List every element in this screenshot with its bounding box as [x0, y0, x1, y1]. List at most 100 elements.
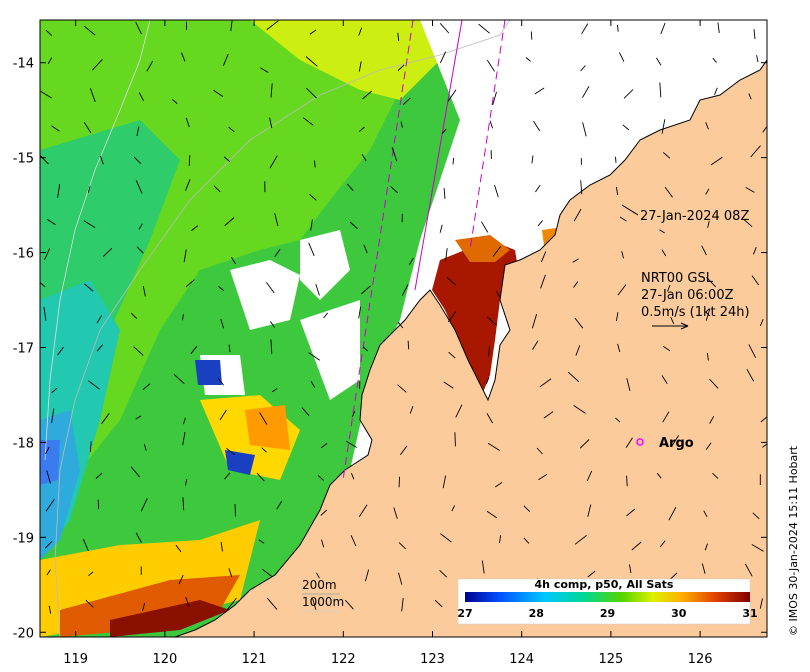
- current-vector: [135, 415, 142, 420]
- current-vector: [223, 156, 231, 162]
- latitude-axis: -14 -15 -16 -17 -18 -19 -20: [13, 57, 767, 641]
- current-vector: [266, 597, 278, 610]
- current-vector: [360, 285, 371, 295]
- current-vector: [617, 343, 621, 353]
- current-vector: [262, 568, 273, 577]
- current-vector: [45, 499, 55, 512]
- current-vector: [85, 599, 94, 608]
- current-vector: [308, 242, 315, 257]
- current-vector: [140, 498, 148, 512]
- current-vector: [57, 183, 61, 199]
- current-vector: [315, 283, 320, 296]
- current-vector: [44, 540, 53, 549]
- current-vectors: [40, 20, 767, 617]
- current-vector: [706, 352, 709, 361]
- current-vector: [183, 249, 187, 263]
- current-vector: [762, 125, 767, 133]
- colorbar-gradient: [465, 592, 750, 602]
- current-vector: [705, 308, 711, 321]
- current-vector: [492, 246, 502, 257]
- current-vector: [266, 20, 279, 30]
- current-vector: [409, 406, 414, 414]
- contour-1000-label: 1000m: [302, 595, 344, 609]
- current-vector: [218, 286, 225, 292]
- current-vector: [261, 447, 267, 453]
- current-time-label: 27-Jan 06:00Z: [641, 288, 734, 303]
- colorbar-tick-label: 31: [742, 607, 757, 620]
- lon-tick-label: 124: [509, 652, 534, 667]
- current-vector: [439, 51, 447, 64]
- current-vector: [580, 65, 586, 72]
- current-vector: [447, 89, 457, 102]
- current-vector: [712, 57, 717, 63]
- current-vector: [485, 377, 490, 385]
- current-vector: [530, 31, 533, 40]
- current-vector: [575, 345, 581, 356]
- current-vector: [579, 439, 590, 449]
- current-vector: [359, 126, 365, 132]
- current-vector: [185, 117, 190, 128]
- current-vector: [631, 541, 642, 551]
- current-vector: [762, 443, 767, 448]
- current-vector: [222, 53, 229, 66]
- current-vector: [442, 475, 447, 489]
- current-vector: [492, 91, 497, 106]
- current-vector: [135, 180, 143, 194]
- current-vector: [478, 23, 490, 34]
- current-vector: [487, 316, 497, 326]
- current-vector: [434, 599, 443, 608]
- current-vector: [312, 598, 317, 610]
- current-vector: [531, 155, 534, 164]
- current-vector: [535, 184, 541, 193]
- current-vector: [309, 29, 317, 35]
- current-vector: [615, 312, 619, 322]
- current-vector: [228, 344, 231, 353]
- current-vector: [397, 32, 400, 41]
- current-vector: [89, 88, 96, 103]
- current-vector: [499, 535, 502, 543]
- current-vector: [51, 408, 55, 423]
- current-vector: [350, 535, 357, 547]
- current-vector: [47, 57, 53, 65]
- current-vector: [84, 25, 96, 36]
- current-vector: [220, 318, 225, 329]
- current-vector: [751, 544, 764, 552]
- current-vector: [46, 218, 56, 226]
- lat-tick-label: -15: [13, 152, 34, 167]
- current-vector: [660, 540, 666, 548]
- lat-tick-label: -19: [13, 531, 34, 546]
- lon-tick-label: 119: [63, 652, 88, 667]
- current-vector: [220, 541, 223, 552]
- current-vector: [573, 208, 582, 222]
- current-vector: [310, 219, 313, 231]
- current-vector: [130, 466, 141, 478]
- current-vector: [452, 157, 455, 165]
- current-vector: [629, 564, 632, 574]
- argo-label: Argo: [659, 436, 694, 451]
- lon-tick-label: 123: [420, 652, 445, 667]
- current-vector: [320, 509, 328, 516]
- current-vector: [40, 91, 52, 99]
- current-vector: [671, 435, 680, 447]
- current-vector: [226, 597, 237, 611]
- colorbar: 4h comp, p50, All Sats 27 28 29 30 31: [457, 578, 758, 625]
- current-vector: [269, 155, 278, 169]
- current-vector: [447, 311, 457, 323]
- current-vector: [320, 443, 328, 449]
- current-model-label: NRT00 GSL: [641, 271, 714, 286]
- current-vector: [661, 249, 667, 257]
- current-vector: [45, 29, 53, 37]
- current-vector: [95, 472, 103, 479]
- current-vector: [51, 387, 58, 394]
- current-vector: [182, 417, 186, 425]
- current-vector: [451, 505, 456, 512]
- current-vector: [622, 124, 630, 131]
- current-vector: [397, 321, 404, 329]
- current-vector: [276, 500, 283, 510]
- current-scale-label: 0.5m/s (1kt 24h): [641, 305, 750, 320]
- current-vector: [401, 284, 409, 296]
- current-vector: [188, 155, 191, 166]
- current-vector: [717, 22, 720, 33]
- current-vector: [228, 568, 233, 577]
- pass-time-label: 27-Jan-2024 08Z: [640, 209, 749, 224]
